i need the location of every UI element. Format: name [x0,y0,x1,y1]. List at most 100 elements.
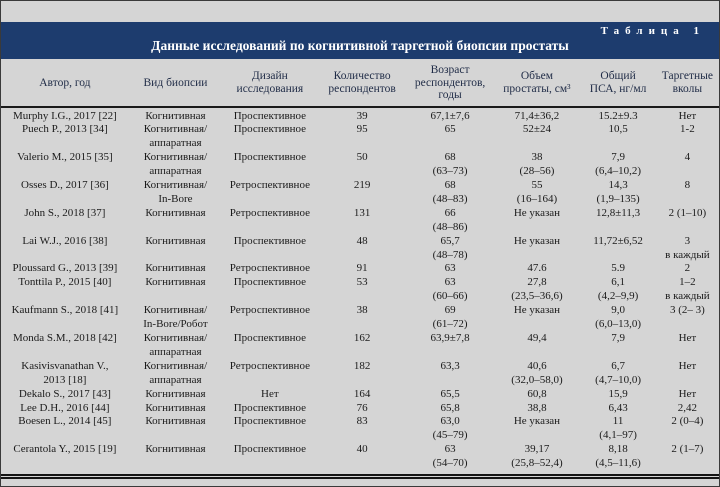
cell-respondents-count: 164 [353,387,371,400]
cell-total-psa: 8,18 (4,5–11,6) [595,443,641,470]
cell-respondents-count: 50 [356,151,368,164]
cell-biopsy-type: Когнитивная [145,206,206,219]
cell-biopsy-type: Когнитивная [145,276,206,289]
cell-respondents-count: 83 [356,415,368,428]
cell-targeted-shots: Нет [678,109,697,122]
cell-total-psa: 10,5 [608,123,628,136]
cell-study-design: Ретроспективное [229,206,310,219]
cell-total-psa: 12,8±11,3 [596,206,641,219]
cell-respondents-age: 65,7 (48–78) [432,234,468,261]
table-row: Monda S.M., 2018 [42] Когнитивная/ аппара… [1,332,719,360]
cell-total-psa: 15,9 [608,387,628,400]
cell-total-psa: 11,72±6,52 [593,234,643,247]
cell-study-design: Ретроспективное [229,359,310,372]
table-row: Lai W.J., 2016 [38] Когнитивная Проспектив… [1,235,719,263]
cell-prostate-volume: 39,17 (25,8–52,4) [511,443,563,470]
cell-respondents-age: 63 (60–66) [432,276,468,303]
cell-study-design: Проспективное [233,276,307,289]
table-row: Puech P., 2013 [34] Когнитивная/ аппаратн… [1,123,719,151]
cell-total-psa: 7,9 (6,4–10,2) [595,151,641,178]
cell-respondents-count: 91 [356,262,368,275]
cell-biopsy-type: Когнитивная/ аппаратная [143,332,208,358]
cell-author: Lee D.H., 2016 [44] [20,401,110,414]
cell-author: Monda S.M., 2018 [42] [12,332,117,344]
cell-biopsy-type: Когнитивная/ аппаратная [143,123,208,150]
table-row: Boesen L., 2014 [45] Когнитивная Проспекти… [1,415,719,443]
cell-targeted-shots: 1-2 [680,123,695,136]
cell-study-design: Проспективное [233,151,307,164]
cell-prostate-volume: Не указан [513,206,561,219]
cell-targeted-shots: 8 [684,179,691,192]
cell-respondents-count: 162 [353,332,371,344]
cell-targeted-shots: 1–2 в каждый [665,276,710,303]
cell-biopsy-type: Когнитивная [145,443,206,456]
table-row: John S., 2018 [37] Когнитивная Ретроспекти… [1,207,719,235]
cell-respondents-age: 68 (48–83) [432,179,468,205]
cell-respondents-age: 63,9±7,8 [430,332,470,344]
cell-author: Puech P., 2013 [34] [21,123,108,136]
table-row: Kaufmann S., 2018 [41] Когнитивная/ In-Bo… [1,304,719,332]
table-row: Lee D.H., 2016 [44] Когнитивная Проспектив… [1,402,719,416]
cell-respondents-count: 182 [353,359,371,372]
table-row: Dekalo S., 2017 [43] Когнитивная Нет 164 65,… [1,388,719,402]
cell-author: Valerio M., 2015 [35] [17,151,113,164]
cell-respondents-count: 39 [356,109,368,122]
table-row: Tonttila P., 2015 [40] Когнитивная Проспек… [1,276,719,304]
cell-author: Ploussard G., 2013 [39] [12,262,118,275]
cell-targeted-shots: 4 [684,151,691,164]
cell-total-psa: 9,0 (6,0–13,0) [595,304,641,331]
table-number-label: Таблица 1 [600,25,705,37]
table-row: Kasivisvanathan V., 2013 [18] Когнитивная… [1,360,719,388]
column-header-author: Автор, год [1,59,129,108]
cell-author: Kasivisvanathan V., 2013 [18] [21,359,109,386]
cell-biopsy-type: Когнитивная [145,234,206,247]
cell-study-design: Проспективное [233,415,307,428]
cell-respondents-count: 76 [356,401,368,414]
cell-targeted-shots: 2,42 [677,401,697,414]
cell-respondents-age: 67,1±7,6 [430,109,470,122]
cell-total-psa: 5.9 [611,262,625,275]
cell-targeted-shots: 2 (1–7) [671,443,704,456]
cell-biopsy-type: Когнитивная/ аппаратная [143,151,208,178]
cell-respondents-age: 63 [444,262,456,275]
cell-study-design: Проспективное [233,123,307,136]
column-header-biopsy-type: Вид биопсии [128,59,223,108]
cell-prostate-volume: 52±24 [522,123,551,136]
column-header-respondents-age: Возраст респондентов, годы [406,59,494,108]
table-row: Osses D., 2017 [36] Когнитивная/ In-Bore Р… [1,179,719,207]
cell-prostate-volume: 40,6 (32,0–58,0) [511,359,563,386]
cell-targeted-shots: 3 (2– 3) [669,304,705,317]
cell-prostate-volume: 49,4 [527,332,547,344]
cell-author: Cerantola Y., 2015 [19] [13,443,117,456]
cell-respondents-age: 65 [444,123,456,136]
cell-total-psa: 6,7 (4,7–10,0) [595,359,641,386]
table-row: Valerio M., 2015 [35] Когнитивная/ аппара… [1,151,719,179]
cell-targeted-shots: Нет [678,387,697,400]
cell-study-design: Ретроспективное [229,262,310,275]
table-bottom-rule [1,474,719,480]
column-header-total-psa: Общий ПСА, нг/мл [580,59,656,108]
cell-author: John S., 2018 [37] [24,206,106,219]
cell-total-psa: 15.2±9.3 [598,109,638,122]
cell-author: Murphy I.G., 2017 [22] [12,109,117,122]
cell-respondents-count: 40 [356,443,368,456]
cell-total-psa: 6,1 (4,2–9,9) [597,276,639,303]
cell-study-design: Проспективное [233,332,307,344]
cell-prostate-volume: 47.6 [527,262,547,275]
column-header-study-design: Дизайн исследования [222,59,318,108]
cell-respondents-age: 63,3 [440,359,460,372]
cell-targeted-shots: Нет [678,359,697,372]
cell-biopsy-type: Когнитивная [145,109,206,122]
cell-total-psa: 7,9 [611,332,625,344]
column-header-prostate-volume: Объем простаты, см³ [493,59,581,108]
cell-respondents-age: 69 (61–72) [432,304,468,331]
cell-prostate-volume: 27,8 (23,5–36,6) [511,276,563,303]
cell-study-design: Ретроспективное [229,179,310,192]
cell-prostate-volume: Не указан [513,415,561,428]
cell-author: Kaufmann S., 2018 [41] [11,304,119,317]
table-row: Murphy I.G., 2017 [22] Когнитивная Проспек… [1,107,719,124]
cell-total-psa: 6,43 [608,401,628,414]
cell-respondents-age: 68 (63–73) [432,151,468,178]
cell-biopsy-type: Когнитивная [145,262,206,275]
